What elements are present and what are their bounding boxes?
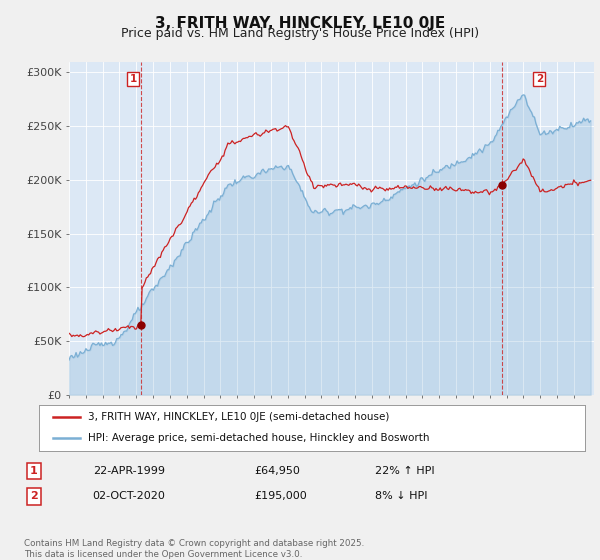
Text: HPI: Average price, semi-detached house, Hinckley and Bosworth: HPI: Average price, semi-detached house,… — [88, 433, 430, 444]
Text: 3, FRITH WAY, HINCKLEY, LE10 0JE: 3, FRITH WAY, HINCKLEY, LE10 0JE — [155, 16, 445, 31]
Text: 3, FRITH WAY, HINCKLEY, LE10 0JE (semi-detached house): 3, FRITH WAY, HINCKLEY, LE10 0JE (semi-d… — [88, 412, 389, 422]
Text: 1: 1 — [30, 466, 38, 476]
Text: 22% ↑ HPI: 22% ↑ HPI — [375, 466, 434, 476]
Text: 2: 2 — [536, 74, 543, 84]
Text: 1: 1 — [130, 74, 137, 84]
Text: £64,950: £64,950 — [254, 466, 300, 476]
Text: 2: 2 — [30, 492, 38, 501]
Text: 22-APR-1999: 22-APR-1999 — [92, 466, 164, 476]
Text: Contains HM Land Registry data © Crown copyright and database right 2025.
This d: Contains HM Land Registry data © Crown c… — [24, 539, 364, 559]
Text: 02-OCT-2020: 02-OCT-2020 — [92, 492, 166, 501]
Text: Price paid vs. HM Land Registry's House Price Index (HPI): Price paid vs. HM Land Registry's House … — [121, 27, 479, 40]
Text: £195,000: £195,000 — [254, 492, 307, 501]
Text: 8% ↓ HPI: 8% ↓ HPI — [375, 492, 427, 501]
